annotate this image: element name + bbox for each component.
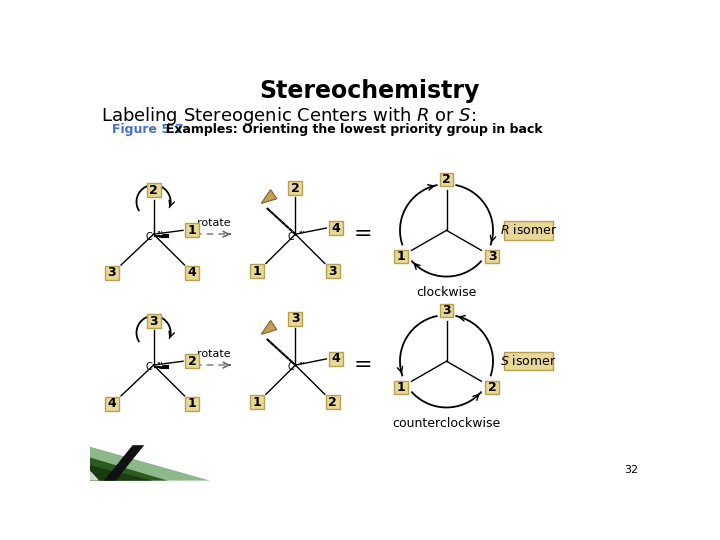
Text: 3: 3 [328,265,337,278]
Polygon shape [261,320,276,334]
FancyBboxPatch shape [185,266,199,280]
Text: Examples: Orienting the lowest priority group in back: Examples: Orienting the lowest priority … [158,123,543,136]
FancyBboxPatch shape [394,381,408,394]
FancyBboxPatch shape [250,395,264,409]
Text: 4: 4 [331,353,340,366]
Text: 1: 1 [252,265,261,278]
Text: 1: 1 [188,224,197,237]
Text: $R$ isomer: $R$ isomer [500,224,557,238]
Text: 4: 4 [331,221,340,234]
Text: 1: 1 [252,396,261,409]
Text: =: = [354,355,372,375]
Text: clockwise: clockwise [416,286,477,299]
Text: 1: 1 [188,397,197,410]
FancyBboxPatch shape [329,221,343,235]
FancyBboxPatch shape [104,397,119,410]
Text: ''': ''' [157,231,163,240]
Text: 2: 2 [291,181,300,194]
Text: 3: 3 [107,266,116,279]
Text: 2: 2 [149,184,158,197]
Text: 2: 2 [488,381,497,394]
Polygon shape [90,465,152,481]
FancyBboxPatch shape [104,266,119,280]
Text: rotate: rotate [197,349,231,359]
Text: counterclockwise: counterclockwise [392,417,500,430]
FancyBboxPatch shape [485,381,499,394]
Text: Figure 5.7: Figure 5.7 [112,123,184,136]
FancyBboxPatch shape [439,303,454,318]
FancyBboxPatch shape [147,184,161,197]
Text: 2: 2 [328,396,337,409]
FancyBboxPatch shape [504,221,554,240]
Polygon shape [90,457,168,481]
Text: =: = [354,224,372,244]
Text: 3: 3 [488,250,497,263]
Text: 4: 4 [107,397,116,410]
Text: 3: 3 [442,304,451,317]
FancyBboxPatch shape [289,312,302,326]
Polygon shape [104,445,144,481]
FancyBboxPatch shape [325,395,340,409]
Text: 1: 1 [397,381,405,394]
FancyBboxPatch shape [504,352,554,370]
Text: Stereochemistry: Stereochemistry [258,79,480,103]
FancyBboxPatch shape [439,173,454,186]
Text: 1: 1 [397,250,405,263]
FancyBboxPatch shape [394,249,408,264]
FancyBboxPatch shape [329,352,343,366]
Text: ''': ''' [299,231,305,240]
FancyBboxPatch shape [147,314,161,328]
FancyBboxPatch shape [289,181,302,195]
Text: C: C [145,362,152,373]
Text: C: C [145,232,152,241]
FancyBboxPatch shape [185,224,199,237]
Text: 2: 2 [188,355,197,368]
Text: C: C [287,232,294,241]
Text: 4: 4 [188,266,197,279]
Text: Labeling Stereogenic Centers with $\it{R}$ or $\it{S}$:: Labeling Stereogenic Centers with $\it{R… [101,105,476,127]
Text: ''': ''' [157,362,163,371]
Text: 3: 3 [291,313,300,326]
Text: ''': ''' [299,362,305,371]
Text: 32: 32 [624,465,639,475]
Text: rotate: rotate [197,218,231,228]
Polygon shape [90,447,210,481]
Polygon shape [261,190,276,204]
Text: C: C [287,362,294,373]
Text: $S$ isomer: $S$ isomer [500,354,557,368]
FancyBboxPatch shape [185,354,199,368]
Text: 3: 3 [149,315,158,328]
Text: 2: 2 [442,173,451,186]
Polygon shape [90,470,99,481]
FancyBboxPatch shape [250,264,264,278]
FancyBboxPatch shape [485,249,499,264]
FancyBboxPatch shape [185,397,199,410]
FancyBboxPatch shape [325,264,340,278]
